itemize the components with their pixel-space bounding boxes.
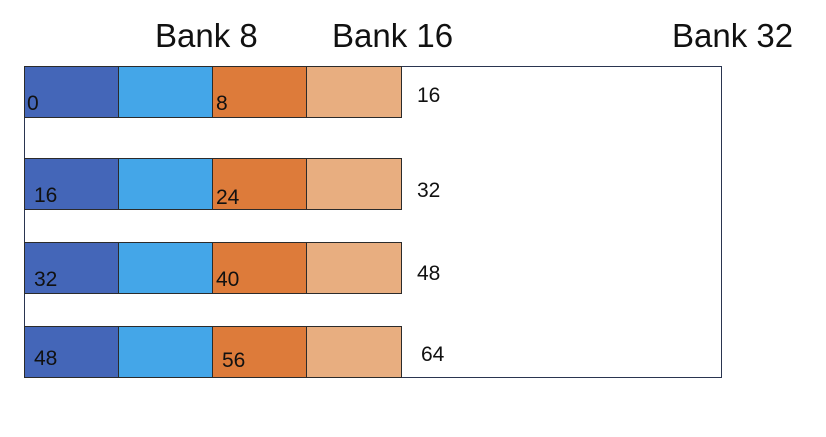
row-3-block-bank4 [118,326,214,378]
row-3-start-label: 48 [34,347,58,370]
row-0-block-bank12 [306,66,402,118]
row-2-block-bank0 [24,242,120,294]
row-2-start-label: 32 [34,268,58,291]
header-bank-32: Bank 32 [672,17,794,54]
row-1-block-bank12 [306,158,402,210]
row-0-mid-label: 8 [216,92,228,115]
header-bank-8: Bank 8 [155,17,258,54]
row-1-start-label: 16 [34,184,58,207]
header-bank-16: Bank 16 [332,17,454,54]
row-3-block-bank0 [24,326,120,378]
row-3-block-bank8 [212,326,308,378]
row-1-block-bank8 [212,158,308,210]
row-0-block-bank4 [118,66,214,118]
row-2-block-bank8 [212,242,308,294]
row-3-block-bank12 [306,326,402,378]
row-2-block-bank12 [306,242,402,294]
row-2-mid-label: 40 [216,268,240,291]
row-3-end-label: 64 [421,343,445,366]
row-0-block-bank8 [212,66,308,118]
row-1-mid-label: 24 [216,186,240,209]
row-0-start-label: 0 [27,92,39,115]
row-2-block-bank4 [118,242,214,294]
row-1-block-bank4 [118,158,214,210]
row-0-block-bank0 [24,66,120,118]
row-1-end-label: 32 [417,179,441,202]
row-0-end-label: 16 [417,84,441,107]
row-3-mid-label: 56 [222,349,246,372]
row-2-end-label: 48 [417,262,441,285]
